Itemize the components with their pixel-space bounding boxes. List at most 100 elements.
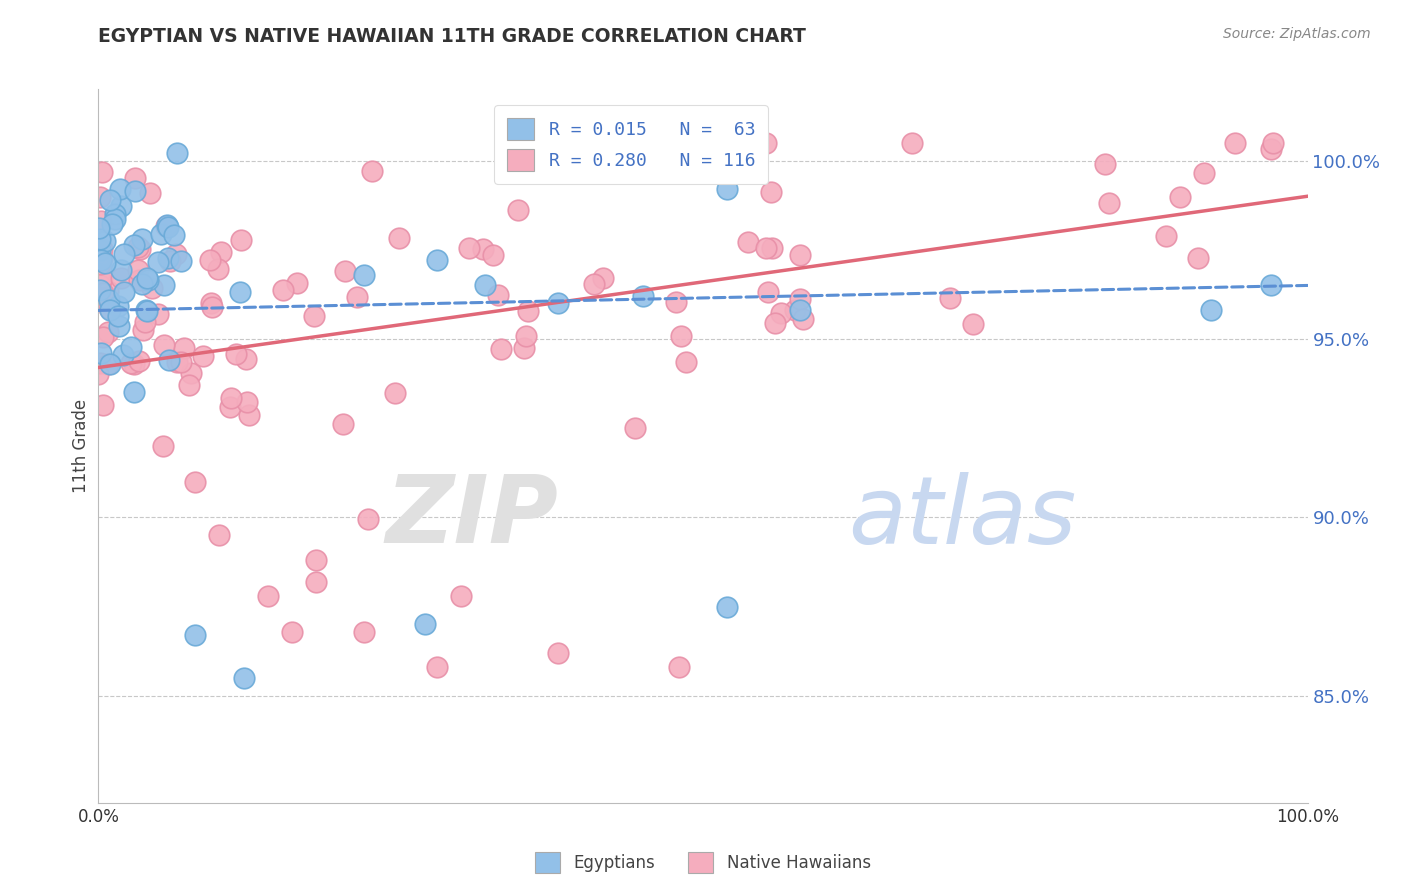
Point — [128, 273, 150, 287]
Point — [200, 252, 222, 267]
Point — [136, 273, 159, 287]
Point — [146, 255, 169, 269]
Point — [98, 194, 121, 208]
Point — [124, 238, 146, 252]
Point — [353, 624, 375, 639]
Point — [236, 395, 259, 409]
Point — [89, 220, 111, 235]
Point — [110, 263, 132, 277]
Text: ZIP: ZIP — [385, 471, 558, 564]
Point — [89, 283, 111, 297]
Point — [128, 354, 150, 368]
Point — [152, 439, 174, 453]
Point — [131, 232, 153, 246]
Point — [89, 243, 111, 257]
Point — [157, 251, 180, 265]
Point — [163, 228, 186, 243]
Point — [98, 357, 121, 371]
Point — [157, 220, 180, 235]
Point — [131, 323, 153, 337]
Point — [1263, 136, 1285, 150]
Point — [1199, 303, 1222, 318]
Point — [592, 271, 614, 285]
Point — [1225, 136, 1247, 150]
Point — [104, 207, 127, 221]
Point — [91, 329, 114, 343]
Point — [184, 628, 207, 642]
Point — [631, 289, 654, 303]
Point — [624, 421, 647, 435]
Point — [481, 248, 503, 262]
Point — [97, 301, 120, 316]
Point — [149, 227, 172, 241]
Point — [675, 354, 697, 368]
Point — [305, 574, 328, 589]
Point — [110, 270, 132, 285]
Point — [89, 257, 111, 271]
Point — [583, 277, 606, 291]
Point — [135, 303, 157, 318]
Point — [388, 231, 411, 245]
Text: Source: ZipAtlas.com: Source: ZipAtlas.com — [1223, 27, 1371, 41]
Point — [302, 309, 325, 323]
Point — [305, 553, 328, 567]
Point — [716, 599, 738, 614]
Point — [87, 267, 110, 281]
Point — [108, 318, 131, 333]
Point — [668, 660, 690, 674]
Point — [148, 307, 170, 321]
Point — [97, 284, 120, 298]
Point — [93, 256, 115, 270]
Point — [789, 248, 811, 262]
Point — [91, 165, 114, 179]
Point — [180, 366, 202, 380]
Point — [124, 385, 146, 400]
Point — [221, 392, 243, 406]
Point — [120, 356, 142, 370]
Point — [166, 355, 188, 369]
Point — [513, 341, 536, 355]
Point — [207, 262, 229, 277]
Point — [91, 398, 114, 412]
Point — [474, 278, 496, 293]
Point — [232, 671, 254, 685]
Point — [91, 242, 114, 256]
Point — [426, 253, 449, 268]
Point — [110, 199, 132, 213]
Point — [108, 182, 131, 196]
Point — [165, 247, 187, 261]
Point — [201, 300, 224, 314]
Point — [170, 354, 193, 368]
Point — [87, 367, 110, 381]
Legend: R = 0.015   N =  63, R = 0.280   N = 116: R = 0.015 N = 63, R = 0.280 N = 116 — [495, 105, 768, 184]
Point — [229, 233, 252, 247]
Point — [173, 341, 195, 355]
Point — [506, 202, 529, 217]
Point — [155, 219, 177, 233]
Point — [759, 185, 782, 199]
Point — [219, 401, 242, 415]
Point — [112, 247, 135, 261]
Point — [156, 218, 179, 232]
Point — [761, 242, 783, 256]
Point — [1168, 190, 1191, 204]
Point — [122, 357, 145, 371]
Point — [112, 285, 135, 300]
Point — [238, 409, 260, 423]
Point — [177, 378, 200, 392]
Point — [98, 303, 121, 318]
Point — [547, 296, 569, 310]
Point — [962, 317, 984, 331]
Point — [89, 356, 111, 370]
Point — [97, 357, 120, 371]
Point — [90, 346, 112, 360]
Point — [361, 164, 384, 178]
Point — [97, 326, 120, 340]
Text: atlas: atlas — [848, 472, 1077, 563]
Point — [93, 234, 115, 248]
Point — [89, 232, 111, 246]
Point — [107, 309, 129, 323]
Point — [159, 254, 181, 268]
Point — [127, 240, 149, 254]
Point — [124, 170, 146, 185]
